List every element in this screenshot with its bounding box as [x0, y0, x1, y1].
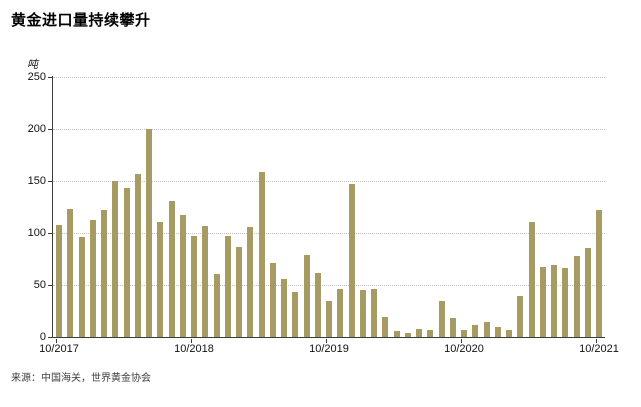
bar	[382, 317, 389, 337]
x-axis-line	[52, 337, 605, 338]
bar	[416, 328, 422, 337]
x-axis-tick-label: 10/2021	[579, 343, 619, 355]
bar	[551, 265, 557, 337]
bar	[562, 268, 569, 337]
bar	[359, 290, 366, 337]
bar	[404, 332, 411, 337]
bar	[449, 318, 456, 337]
bar	[326, 300, 332, 337]
y-axis-tick-mark	[48, 233, 52, 234]
y-axis-tick-mark	[48, 285, 52, 286]
gridline	[53, 77, 605, 78]
x-axis-tick-label: 10/2017	[39, 343, 79, 355]
x-axis-tick-label: 10/2020	[444, 343, 484, 355]
bar	[258, 171, 265, 337]
bar	[438, 300, 445, 337]
bar	[224, 236, 231, 337]
x-axis-tick-label: 10/2019	[309, 343, 349, 355]
bar	[427, 329, 434, 337]
bar	[461, 329, 467, 337]
bar	[483, 322, 490, 337]
bar	[134, 173, 141, 337]
bar	[494, 326, 501, 337]
y-axis-tick-mark	[48, 337, 52, 338]
bar	[78, 237, 85, 337]
y-axis-line	[52, 76, 53, 338]
bar	[112, 181, 119, 337]
x-axis-tick-mark	[191, 339, 192, 343]
y-axis-tick-label: 250	[27, 70, 46, 83]
gridline	[53, 285, 605, 286]
y-axis-tick-label: 200	[27, 122, 46, 135]
bar	[191, 236, 197, 337]
bar	[506, 329, 512, 337]
bar	[371, 289, 377, 337]
bar	[247, 226, 254, 337]
bar	[101, 210, 107, 337]
bar	[517, 296, 524, 337]
bar	[314, 272, 321, 337]
bar	[573, 255, 580, 337]
bar	[337, 289, 344, 337]
plot-area: 0 50 100 150 200 250 10/2017 10/2018 10/2019 10/2…	[28, 71, 619, 356]
gridline	[53, 181, 605, 182]
bar	[56, 224, 62, 337]
y-axis-tick-mark	[48, 77, 52, 78]
bar	[67, 209, 74, 337]
bar	[348, 184, 355, 337]
x-axis-tick-mark	[596, 339, 597, 343]
bar	[157, 221, 164, 337]
y-axis-unit-label: 吨	[27, 59, 38, 71]
bar	[179, 215, 186, 337]
bar	[146, 129, 152, 337]
bar	[393, 330, 400, 337]
y-axis-tick-label: 100	[27, 226, 46, 239]
gridline	[53, 129, 605, 130]
source-note: 来源：中国海关，世界黄金协会	[11, 373, 151, 384]
chart-title: 黄金进口量持续攀升	[11, 12, 151, 29]
bar	[584, 247, 591, 337]
y-axis-tick-label: 50	[33, 278, 46, 291]
bar	[472, 324, 479, 337]
bar	[202, 225, 209, 337]
y-axis-tick-mark	[48, 181, 52, 182]
bar	[236, 246, 242, 337]
bar	[123, 188, 130, 337]
bar	[303, 254, 310, 337]
bar	[539, 267, 546, 337]
x-axis-tick-mark	[56, 339, 57, 343]
bar	[213, 273, 220, 337]
bar	[596, 210, 602, 337]
y-axis-tick-mark	[48, 129, 52, 130]
y-axis-tick-label: 150	[27, 174, 46, 187]
bar	[528, 221, 535, 337]
x-axis-tick-mark	[326, 339, 327, 343]
x-axis-tick-mark	[461, 339, 462, 343]
bar	[89, 219, 96, 337]
bar	[269, 263, 276, 337]
x-axis-tick-label: 10/2018	[174, 343, 214, 355]
bar	[292, 292, 299, 337]
bar	[281, 278, 287, 337]
y-axis-tick-label: 0	[39, 330, 46, 343]
gridline	[53, 233, 605, 234]
bar	[168, 200, 175, 337]
